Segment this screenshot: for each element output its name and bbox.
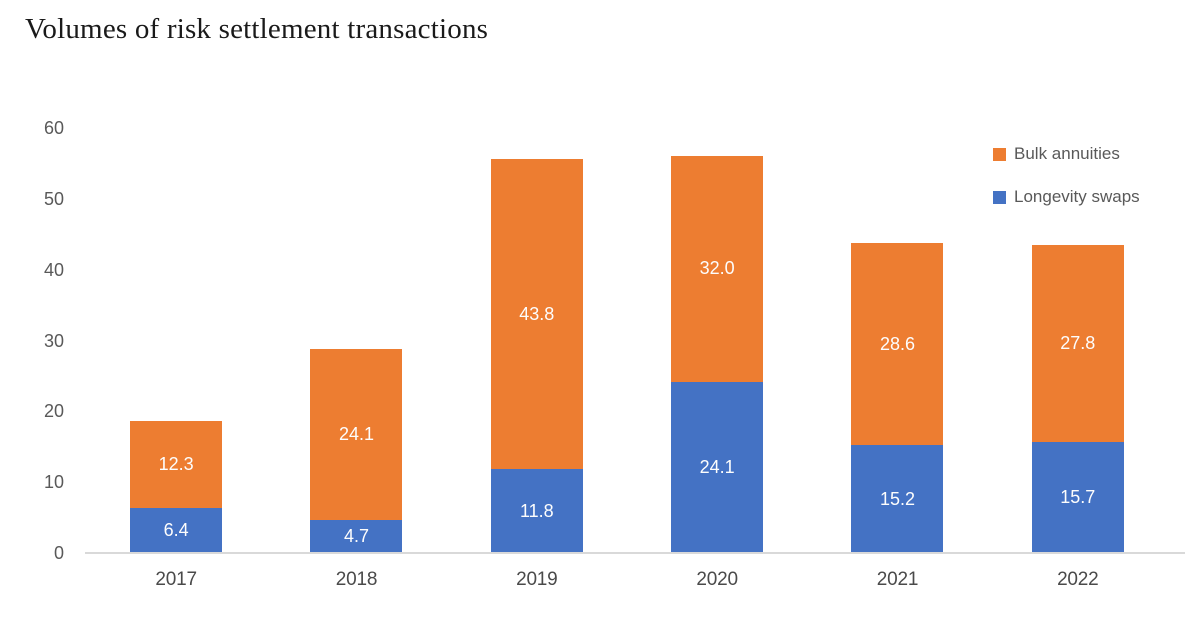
bar-value-label: 24.1 — [338, 423, 374, 444]
y-axis: 0 10 20 30 40 50 60 — [0, 118, 64, 563]
stacked-bar: 15.2 28.6 — [851, 242, 944, 553]
x-axis-label: 2021 — [876, 569, 919, 590]
bar-value-label: 27.8 — [1060, 332, 1096, 353]
x-axis-label: 2022 — [1057, 569, 1099, 590]
bar-group-2021: 15.2 28.6 — [807, 128, 987, 553]
bar-segment-longevity-swaps: 15.7 — [1031, 441, 1124, 553]
bar-group-2018: 4.7 24.1 — [266, 128, 446, 553]
bar-segment-longevity-swaps: 24.1 — [671, 382, 764, 553]
bar-segment-bulk-annuities: 32.0 — [671, 155, 764, 383]
legend-item-longevity-swaps: Longevity swaps — [993, 184, 1140, 210]
stacked-bar: 6.4 12.3 — [130, 420, 223, 553]
bar-group-2017: 6.4 12.3 — [86, 128, 266, 553]
bar-segment-longevity-swaps: 11.8 — [490, 469, 583, 553]
y-axis-tick-label: 50 — [43, 188, 64, 209]
stacked-bar: 4.7 24.1 — [310, 349, 403, 553]
bar-group-2019: 11.8 43.8 — [447, 128, 627, 553]
x-axis-line — [85, 552, 1185, 554]
bar-segment-bulk-annuities: 24.1 — [310, 349, 403, 520]
bar-value-label: 4.7 — [343, 525, 369, 546]
x-axis-label: 2019 — [516, 569, 558, 590]
bar-value-label: 28.6 — [879, 333, 915, 354]
y-axis-tick-label: 30 — [43, 330, 64, 351]
legend-swatch-icon — [993, 190, 1006, 204]
bar-value-label: 43.8 — [519, 303, 555, 324]
stacked-bar: 24.1 32.0 — [671, 155, 764, 553]
legend-swatch-icon — [993, 147, 1006, 161]
y-axis-tick-label: 0 — [53, 543, 64, 563]
bar-group-2022: 15.7 27.8 — [988, 128, 1168, 553]
y-axis-tick-label: 60 — [43, 118, 64, 138]
bar-group-2020: 24.1 32.0 — [627, 128, 807, 553]
chart-title: Volumes of risk settlement transactions — [25, 13, 489, 45]
plot-area: 6.4 12.3 4.7 24.1 11.8 43.8 24.1 32.0 15.2 28.6 15… — [86, 128, 1168, 553]
x-axis-label: 2018 — [335, 569, 378, 590]
x-axis: 2017 2018 2019 2020 2021 2022 — [86, 569, 1168, 591]
legend-item-bulk-annuities: Bulk annuities — [993, 141, 1140, 167]
bar-segment-longevity-swaps: 15.2 — [851, 445, 944, 553]
bar-value-label: 12.3 — [158, 453, 194, 474]
bar-value-label: 6.4 — [163, 519, 189, 540]
y-axis-tick-label: 40 — [43, 259, 64, 280]
bar-value-label: 15.2 — [879, 488, 915, 509]
bar-value-label: 15.7 — [1060, 486, 1096, 507]
bar-segment-bulk-annuities: 12.3 — [130, 420, 223, 508]
bar-segment-bulk-annuities: 43.8 — [490, 159, 583, 470]
bar-segment-longevity-swaps: 6.4 — [130, 507, 223, 553]
y-axis-tick-label: 20 — [43, 401, 64, 422]
bar-segment-bulk-annuities: 27.8 — [1031, 244, 1124, 442]
legend-label: Longevity swaps — [1014, 187, 1140, 206]
x-axis-label: 2017 — [155, 569, 197, 590]
bar-value-label: 32.0 — [699, 258, 735, 279]
legend-label: Bulk annuities — [1014, 144, 1120, 163]
stacked-bar: 15.7 27.8 — [1031, 244, 1124, 553]
stacked-bar: 11.8 43.8 — [490, 159, 583, 553]
bar-value-label: 24.1 — [699, 457, 735, 478]
x-axis-label: 2020 — [696, 569, 738, 590]
bar-value-label: 11.8 — [519, 500, 554, 521]
y-axis-tick-label: 10 — [43, 472, 64, 493]
bar-segment-longevity-swaps: 4.7 — [310, 519, 403, 553]
bar-segment-bulk-annuities: 28.6 — [851, 242, 944, 446]
legend: Bulk annuities Longevity swaps — [993, 141, 1140, 210]
